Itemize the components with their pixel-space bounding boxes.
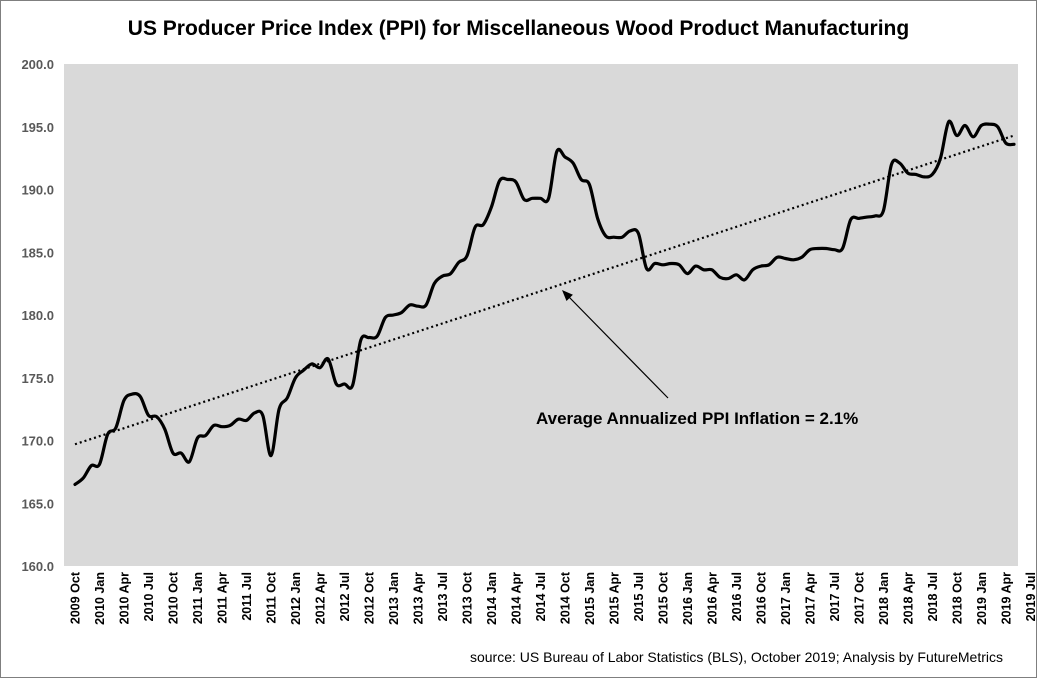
x-tick-label: 2016 Jul bbox=[730, 572, 744, 621]
x-tick-label: 2012 Jul bbox=[338, 572, 352, 621]
x-tick-label: 2016 Oct bbox=[754, 571, 768, 624]
x-tick-label: 2009 Oct bbox=[69, 571, 83, 624]
x-tick-label: 2015 Jan bbox=[583, 572, 597, 625]
y-tick-label: 180.0 bbox=[21, 308, 54, 323]
x-tick-label: 2012 Oct bbox=[362, 571, 376, 624]
y-tick-label: 195.0 bbox=[21, 120, 54, 135]
annotation-arrow bbox=[567, 295, 669, 399]
x-tick-label: 2011 Apr bbox=[215, 572, 229, 624]
x-tick-label: 2012 Apr bbox=[313, 572, 327, 624]
x-tick-label: 2018 Jul bbox=[926, 572, 940, 621]
series-line-ppi bbox=[73, 119, 1016, 486]
y-tick-label: 170.0 bbox=[21, 434, 54, 449]
y-tick-label: 165.0 bbox=[21, 496, 54, 511]
annotation-arrowhead bbox=[562, 290, 573, 301]
y-tick-label: 185.0 bbox=[21, 245, 54, 260]
annotation-text: Average Annualized PPI Inflation = 2.1% bbox=[536, 409, 858, 428]
x-tick-label: 2017 Jan bbox=[779, 572, 793, 625]
x-tick-label: 2019 Jan bbox=[975, 572, 989, 625]
x-tick-label: 2011 Oct bbox=[264, 571, 278, 623]
x-tick-label: 2014 Jul bbox=[534, 572, 548, 621]
x-tick-label: 2014 Apr bbox=[509, 572, 523, 624]
x-tick-label: 2010 Oct bbox=[166, 571, 180, 624]
x-tick-label: 2010 Jul bbox=[142, 572, 156, 621]
y-tick-label: 200.0 bbox=[21, 57, 54, 72]
x-tick-label: 2013 Oct bbox=[460, 571, 474, 624]
plot-area bbox=[64, 64, 1018, 566]
chart-title: US Producer Price Index (PPI) for Miscel… bbox=[127, 17, 910, 40]
x-tick-label: 2018 Apr bbox=[901, 572, 915, 624]
x-axis-ticks: 2009 Oct 2010 Jan 2010 Apr 2010 Jul 2010 Oct… bbox=[69, 571, 1037, 625]
x-tick-label: 2016 Jan bbox=[681, 572, 695, 625]
x-tick-label: 2012 Jan bbox=[289, 572, 303, 625]
x-tick-label: 2013 Apr bbox=[411, 572, 425, 624]
x-tick-label: 2019 Jul bbox=[1024, 572, 1037, 621]
x-tick-label: 2010 Jan bbox=[93, 572, 107, 625]
x-tick-label: 2017 Jul bbox=[828, 572, 842, 621]
x-tick-label: 2015 Oct bbox=[656, 571, 670, 624]
x-tick-label: 2018 Jan bbox=[877, 572, 891, 625]
y-axis-ticks: 200.0 195.0 190.0 185.0 180.0 175.0 170.0 165.0… bbox=[21, 57, 54, 574]
x-tick-label: 2013 Jul bbox=[436, 572, 450, 621]
x-tick-label: 2016 Apr bbox=[705, 572, 719, 624]
x-tick-label: 2015 Jul bbox=[632, 572, 646, 621]
x-tick-label: 2015 Apr bbox=[607, 572, 621, 624]
y-tick-label: 175.0 bbox=[21, 371, 54, 386]
x-tick-label: 2011 Jan bbox=[191, 572, 205, 624]
x-tick-label: 2013 Jan bbox=[387, 572, 401, 625]
x-tick-label: 2014 Jan bbox=[485, 572, 499, 625]
x-tick-label: 2010 Apr bbox=[117, 572, 131, 624]
x-tick-label: 2019 Apr bbox=[999, 572, 1013, 624]
x-tick-label: 2017 Apr bbox=[803, 572, 817, 624]
y-tick-label: 160.0 bbox=[21, 559, 54, 574]
source-note: source: US Bureau of Labor Statistics (B… bbox=[469, 649, 1003, 665]
annotation: Average Annualized PPI Inflation = 2.1% bbox=[536, 290, 858, 428]
x-tick-label: 2017 Oct bbox=[852, 571, 866, 624]
x-tick-label: 2018 Oct bbox=[950, 571, 964, 624]
x-tick-label: 2014 Oct bbox=[558, 571, 572, 624]
y-tick-label: 190.0 bbox=[21, 183, 54, 198]
x-tick-label: 2011 Jul bbox=[240, 572, 254, 621]
